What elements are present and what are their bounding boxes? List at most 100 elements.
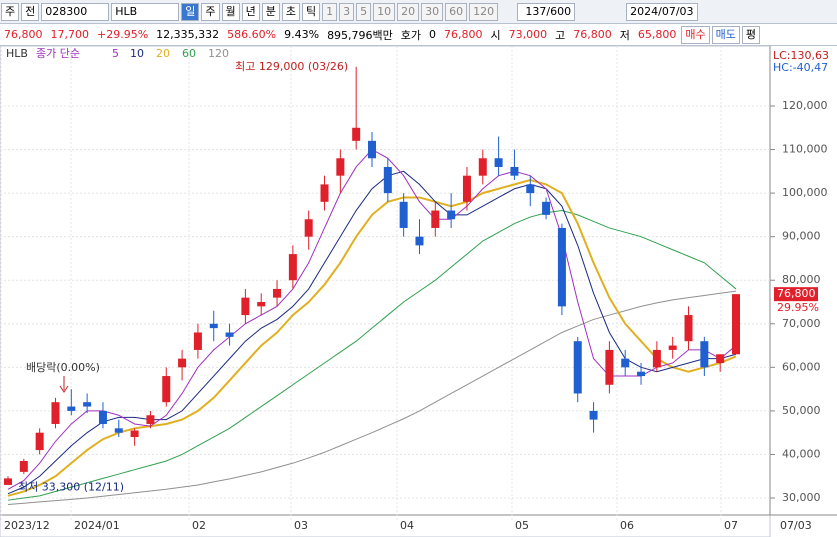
low: 65,800 [637, 28, 677, 41]
candle-body [668, 345, 677, 350]
ma-line [7, 290, 737, 506]
low-label: 저 [619, 28, 630, 42]
interval-button[interactable]: 20 [397, 2, 420, 21]
legend-entry: 20 [156, 47, 170, 60]
period-button[interactable]: 초 [281, 2, 300, 21]
candle-body [320, 184, 329, 202]
code-input[interactable]: 028300 [41, 2, 110, 21]
ask: 76,800 [444, 28, 483, 41]
candle-body [431, 210, 440, 228]
date[interactable]: 2024/07/03 [626, 2, 698, 21]
candle-body [114, 428, 123, 433]
y-tick-label: 100,000 [782, 186, 828, 199]
candle-body [51, 402, 60, 424]
last-price-tag [774, 287, 818, 302]
hoga: 0 [429, 28, 437, 41]
candle-body [605, 349, 614, 385]
candle-body [542, 201, 551, 215]
candle-body [462, 175, 471, 202]
candle-body [130, 430, 139, 438]
market[interactable]: 주 [1, 2, 20, 21]
candle-body [589, 410, 598, 420]
x-tick-label: 2024/01 [74, 519, 120, 532]
ratio: 9.43% [284, 28, 320, 41]
intervals: 1 3 5 10 20 30 60 120 [321, 2, 499, 21]
x-tick-label: 02 [192, 519, 206, 532]
x-tick-label: 06 [620, 519, 634, 532]
x-tick-label: 2023/12 [4, 519, 50, 532]
y-tick-label: 60,000 [782, 360, 821, 373]
candle-body [288, 254, 297, 281]
candle-body [336, 158, 345, 176]
period-button[interactable]: 틱 [302, 2, 321, 21]
candle-body [83, 402, 92, 407]
buy-button[interactable]: 매수 [681, 25, 710, 44]
x-tick-label: 05 [515, 519, 529, 532]
y-tick-label: 90,000 [782, 230, 821, 243]
period-button[interactable]: 년 [241, 2, 260, 21]
last-rate: 29.95% [777, 301, 819, 314]
legend-entry: 5 [112, 47, 119, 60]
candle-body [241, 297, 250, 316]
candle-body [35, 432, 44, 451]
period-button[interactable]: 월 [221, 2, 240, 21]
candle-body [19, 460, 28, 472]
ma-line [7, 179, 737, 497]
compare[interactable]: 전 [21, 2, 40, 21]
period-button[interactable]: 분 [261, 2, 280, 21]
candle-body [257, 302, 266, 307]
period-button[interactable]: 일 [181, 2, 200, 21]
candle-body [573, 341, 582, 394]
candle-body [526, 184, 535, 194]
count[interactable]: 137/600 [517, 2, 576, 21]
name-input[interactable]: HLB [111, 2, 180, 21]
ma-line [7, 170, 737, 495]
avg-button[interactable]: 평 [741, 25, 761, 44]
high-label: 고 [555, 28, 566, 42]
dividend-arrow [59, 376, 69, 393]
hoga-label: 호가 [400, 28, 422, 42]
interval-button[interactable]: 1 [322, 2, 338, 21]
sell-button[interactable]: 매도 [711, 25, 740, 44]
interval-button[interactable]: 5 [356, 2, 372, 21]
price: 76,800 [4, 28, 43, 41]
candle-body [178, 358, 187, 368]
y-tick-label: 30,000 [782, 491, 821, 504]
y-tick-label: 40,000 [782, 447, 821, 460]
interval-button[interactable]: 10 [373, 2, 396, 21]
interval-button[interactable]: 30 [421, 2, 444, 21]
candle-body [510, 166, 519, 176]
candle-body [98, 410, 107, 424]
candle-body [700, 341, 709, 368]
interval-button[interactable]: 3 [339, 2, 355, 21]
candle-body [352, 127, 361, 141]
candle-body [415, 236, 424, 246]
y-tick-label: 80,000 [782, 273, 821, 286]
interval-button[interactable]: 120 [469, 2, 499, 21]
volume: 12,335,332 [156, 28, 220, 41]
candle-body [478, 158, 487, 176]
candle-body [494, 158, 503, 167]
x-tick-label: 04 [400, 519, 414, 532]
candle-body [225, 332, 234, 337]
candle-body [716, 354, 725, 363]
chart: HLB 종가 단순 5 10 20 60 120 30,000 40,000 50,000 60,0… [0, 46, 837, 537]
period-button[interactable]: 주 [201, 2, 220, 21]
plot-frame [0, 46, 771, 537]
legend-entry: 10 [130, 47, 144, 60]
x-tick-label: 07 [724, 519, 738, 532]
hc: HC:-40,47 [773, 61, 828, 74]
open: 73,000 [508, 28, 548, 41]
candle-body [399, 201, 408, 228]
candle-body [67, 406, 76, 411]
interval-button[interactable]: 60 [445, 2, 468, 21]
turnover: 586.60% [227, 28, 277, 41]
candle-body [652, 349, 661, 368]
change: 17,700 [50, 28, 90, 41]
lc: LC:130,63 [773, 49, 829, 62]
candle-body [273, 288, 282, 298]
candle-body [732, 294, 740, 355]
candle-body [383, 166, 392, 194]
